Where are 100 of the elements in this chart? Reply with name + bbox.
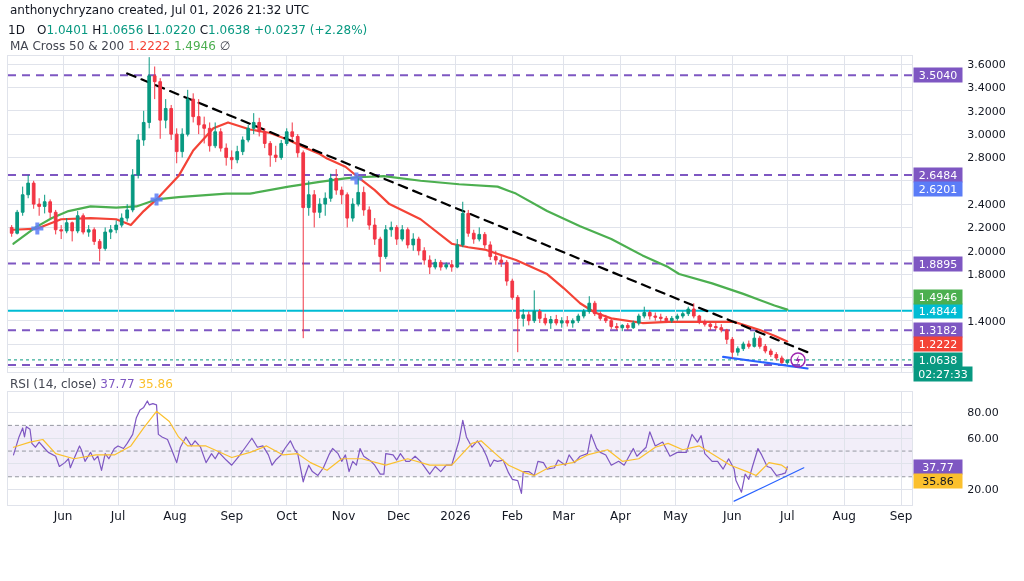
candlestick [400,224,405,242]
candlestick [532,289,537,324]
candlestick [548,315,553,330]
candlestick [97,238,102,262]
candlestick [411,232,416,252]
candlestick [565,315,570,328]
candlestick [312,189,317,228]
x-tick-label: Mar [552,509,575,524]
candlestick [235,145,240,164]
candlestick [614,322,619,331]
candlestick [251,112,256,135]
ref-line-label: 1.3182 [918,323,958,337]
y-tick-label: 1.8000 [967,267,1006,281]
candlestick [466,209,471,238]
candlestick [273,145,278,163]
candlestick [86,224,91,238]
candlestick [477,226,482,242]
candlestick [75,210,80,234]
candlestick [169,104,174,141]
candlestick [449,259,454,273]
y-tick-label: 20.00 [967,483,999,497]
candlestick [433,258,438,270]
chart-title: 1D [8,23,25,38]
y-tick-label: 60.00 [967,432,999,446]
text: anthonychryzano created, Jul 01, 2026 21:32 UTC [10,3,310,17]
text: 37.77 [922,460,954,474]
x-tick-label: Jun [721,509,742,524]
candlestick [290,121,295,141]
candlestick [334,168,339,196]
candlestick [471,229,476,245]
candlestick [438,259,443,272]
text: MA Cross 50 & 200 1.2222 1.4946 ∅ [10,39,231,53]
candlestick [191,92,196,123]
candlestick [15,209,20,235]
text: O1.0401 H1.0656 L1.0220 C1.0638 +0.0237 (+2.28%) [37,23,368,37]
candlestick [444,261,449,270]
candlestick [746,340,751,350]
candlestick [526,310,531,326]
candlestick [328,173,333,203]
candlestick [625,322,630,331]
point [31,222,44,235]
point [350,172,363,185]
candlestick [48,198,53,219]
line-series [12,121,789,343]
candlestick [207,121,212,153]
point [150,193,163,206]
candlestick [752,331,757,349]
x-tick-label: Sep [220,509,244,524]
text: 35.86 [922,474,954,488]
candlestick [92,226,97,246]
candlestick [620,323,625,332]
y-tick-label: 3.0000 [967,127,1006,141]
x-tick-label: Sep [889,509,913,524]
x-tick-label: Jul [779,509,795,524]
candlestick [515,294,520,353]
candlestick [185,89,190,137]
candlestick [279,139,284,161]
candlestick [455,238,460,269]
candlestick [405,226,410,249]
candlestick [70,221,75,242]
candlestick [229,149,234,170]
ref-line-label: 1.0638 [918,353,958,367]
candlestick [427,254,432,275]
candlestick [174,127,179,164]
y-tick-label: 3.2000 [967,104,1006,118]
candlestick [631,320,636,330]
x-tick-label: Aug [163,509,187,524]
candlestick [42,194,47,214]
candlestick [284,127,289,147]
y-tick-label: 2.2000 [967,221,1006,235]
ref-line-label: 2.6484 [918,168,958,182]
candlestick [554,314,559,326]
y-tick-label: 2.0000 [967,244,1006,258]
candlestick [460,201,465,248]
candlestick [180,127,185,158]
ref-line-label: 3.5040 [918,68,958,82]
candlestick [306,180,311,217]
y-tick-label: 2.8000 [967,151,1006,165]
y-tick-label: 3.4000 [967,81,1006,95]
x-tick-label: Jun [52,509,73,524]
y-tick-label: 2.4000 [967,197,1006,211]
candlestick [394,224,399,246]
text: 02:27:33 [918,367,968,381]
x-tick-label: Oct [276,509,298,524]
candlestick [64,217,69,234]
line-series [12,410,788,477]
y-tick-label: 3.6000 [967,58,1006,72]
candlestick [521,308,526,328]
line-series [12,400,788,495]
x-tick-label: Jul [109,509,126,524]
x-tick-label: May [663,509,688,524]
candlestick [81,212,86,235]
text: 2.6201 [918,182,958,196]
candlestick [213,121,218,149]
x-tick-label: Aug [832,509,856,524]
text: 1.2222 [918,337,958,351]
text: RSI (14, close) 37.77 35.86 [10,377,173,391]
ref-line-label: 1.4844 [918,304,958,318]
x-tick-label: Feb [501,509,523,524]
text: 1.4946 [918,290,958,304]
